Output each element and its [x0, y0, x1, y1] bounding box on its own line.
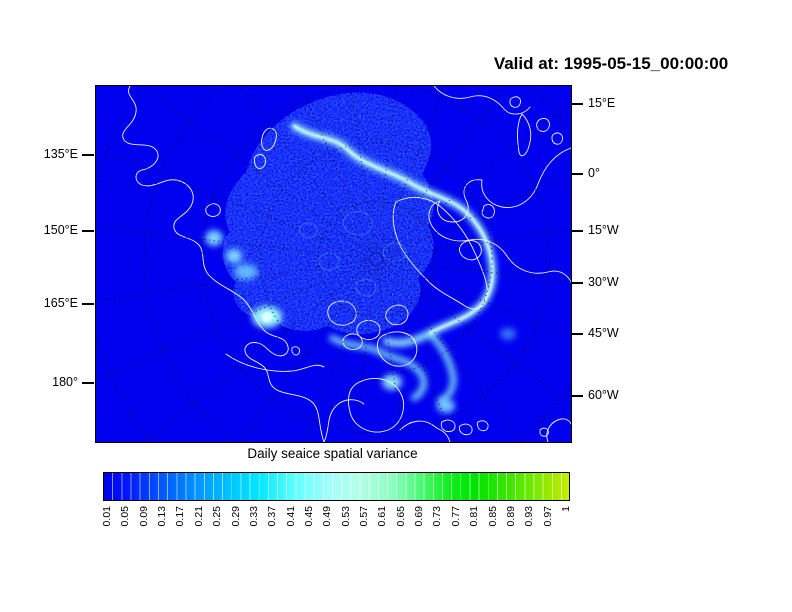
colorbar-tick-label-0.33: 0.33: [247, 506, 260, 527]
colorbar-tick-label-0.09: 0.09: [137, 506, 150, 527]
map-caption: Daily seaice spatial variance: [247, 446, 418, 461]
colorbar-tick-label-1: 1: [560, 506, 572, 512]
colorbar-tick-label-0.25: 0.25: [211, 506, 224, 527]
island-new-siberian: [205, 203, 221, 217]
colorbar-tick-label-0.41: 0.41: [284, 506, 297, 527]
colorbar-tick-label-0.45: 0.45: [302, 506, 315, 527]
right-axis-tick: [571, 103, 583, 105]
graticule-grid: [96, 86, 571, 442]
right-axis-label-60°W: 60°W: [588, 388, 619, 402]
plot-title: Valid at: 1995-05-15_00:00:00: [493, 54, 729, 73]
colorbar-tick-label-0.21: 0.21: [192, 506, 205, 527]
islands-svalbard: [509, 96, 563, 145]
ice-edge-variance-ribbons: [205, 122, 516, 413]
coast-british-isles: [539, 418, 571, 442]
colorbar-tick-label-0.93: 0.93: [523, 506, 536, 527]
right-axis-label-15°W: 15°W: [588, 223, 619, 237]
right-axis-tick: [571, 230, 583, 232]
colorbar-tick-label-0.53: 0.53: [339, 506, 352, 527]
colorbar-tick-label-0.29: 0.29: [229, 506, 242, 527]
colorbar-tick-label-0.37: 0.37: [266, 506, 279, 527]
left-axis-label-150°E: 150°E: [43, 223, 78, 237]
colorbar-tick-label-0.17: 0.17: [174, 506, 187, 527]
left-axis-tick: [82, 382, 94, 384]
coast-scandinavia: [428, 147, 571, 283]
coast-labrador: [399, 420, 451, 442]
colorbar-tick-label-0.85: 0.85: [486, 506, 499, 527]
map-panel: [95, 85, 572, 443]
right-axis-tick: [571, 395, 583, 397]
ice-pack-region: [222, 92, 434, 335]
left-axis-tick: [82, 230, 94, 232]
colorbar-tick-label-0.81: 0.81: [468, 506, 481, 527]
island-bering: [291, 346, 300, 356]
colorbar-tick-label-0.49: 0.49: [321, 506, 334, 527]
left-axis-label-165°E: 165°E: [43, 296, 78, 310]
left-axis-tick: [82, 303, 94, 305]
right-axis-label-0°: 0°: [588, 166, 600, 180]
colorbar-tick-label-0.65: 0.65: [394, 506, 407, 527]
island-novaya-zemlya: [517, 113, 532, 157]
left-axis-label-135°E: 135°E: [43, 147, 78, 161]
coast-north-america-west: [323, 399, 365, 442]
colorbar-tick-label-0.01: 0.01: [101, 506, 113, 527]
coastlines: [122, 86, 571, 442]
colorbar-tick-label-0.97: 0.97: [541, 506, 554, 527]
right-axis-label-15°E: 15°E: [588, 96, 616, 110]
left-axis-label-180°: 180°: [52, 375, 78, 389]
right-axis-tick: [571, 173, 583, 175]
colorbar-tick-label-0.05: 0.05: [119, 506, 132, 527]
colorbar-tick-label-0.89: 0.89: [504, 506, 517, 527]
coast-russia-north: [433, 86, 531, 115]
colorbar-tick-label-0.77: 0.77: [449, 506, 462, 527]
colorbar-tick-label-0.57: 0.57: [358, 506, 371, 527]
colorbar-tick-label-0.61: 0.61: [376, 506, 389, 527]
colorbar-tick-label-0.13: 0.13: [156, 506, 169, 527]
coast-greenland: [392, 196, 488, 310]
right-axis-tick: [571, 333, 583, 335]
great-lakes: [440, 419, 489, 436]
right-axis-tick: [571, 282, 583, 284]
colorbar-tick-label-0.69: 0.69: [413, 506, 426, 527]
colorbar-cell-separators: [104, 473, 569, 500]
colorbar-tick-label-0.73: 0.73: [431, 506, 444, 527]
islands-canadian-archipelago: [327, 300, 418, 367]
island-iceland: [459, 240, 482, 261]
arctic-map-image: [96, 86, 571, 442]
right-axis-label-30°W: 30°W: [588, 275, 619, 289]
left-axis-tick: [82, 154, 94, 156]
coast-hudson-bay: [348, 377, 404, 433]
colorbar: [103, 472, 570, 501]
island-severnaya-zemlya: [253, 127, 277, 169]
right-axis-label-45°W: 45°W: [588, 326, 619, 340]
coast-siberia: [122, 86, 325, 442]
coast-white-sea: [481, 204, 495, 219]
